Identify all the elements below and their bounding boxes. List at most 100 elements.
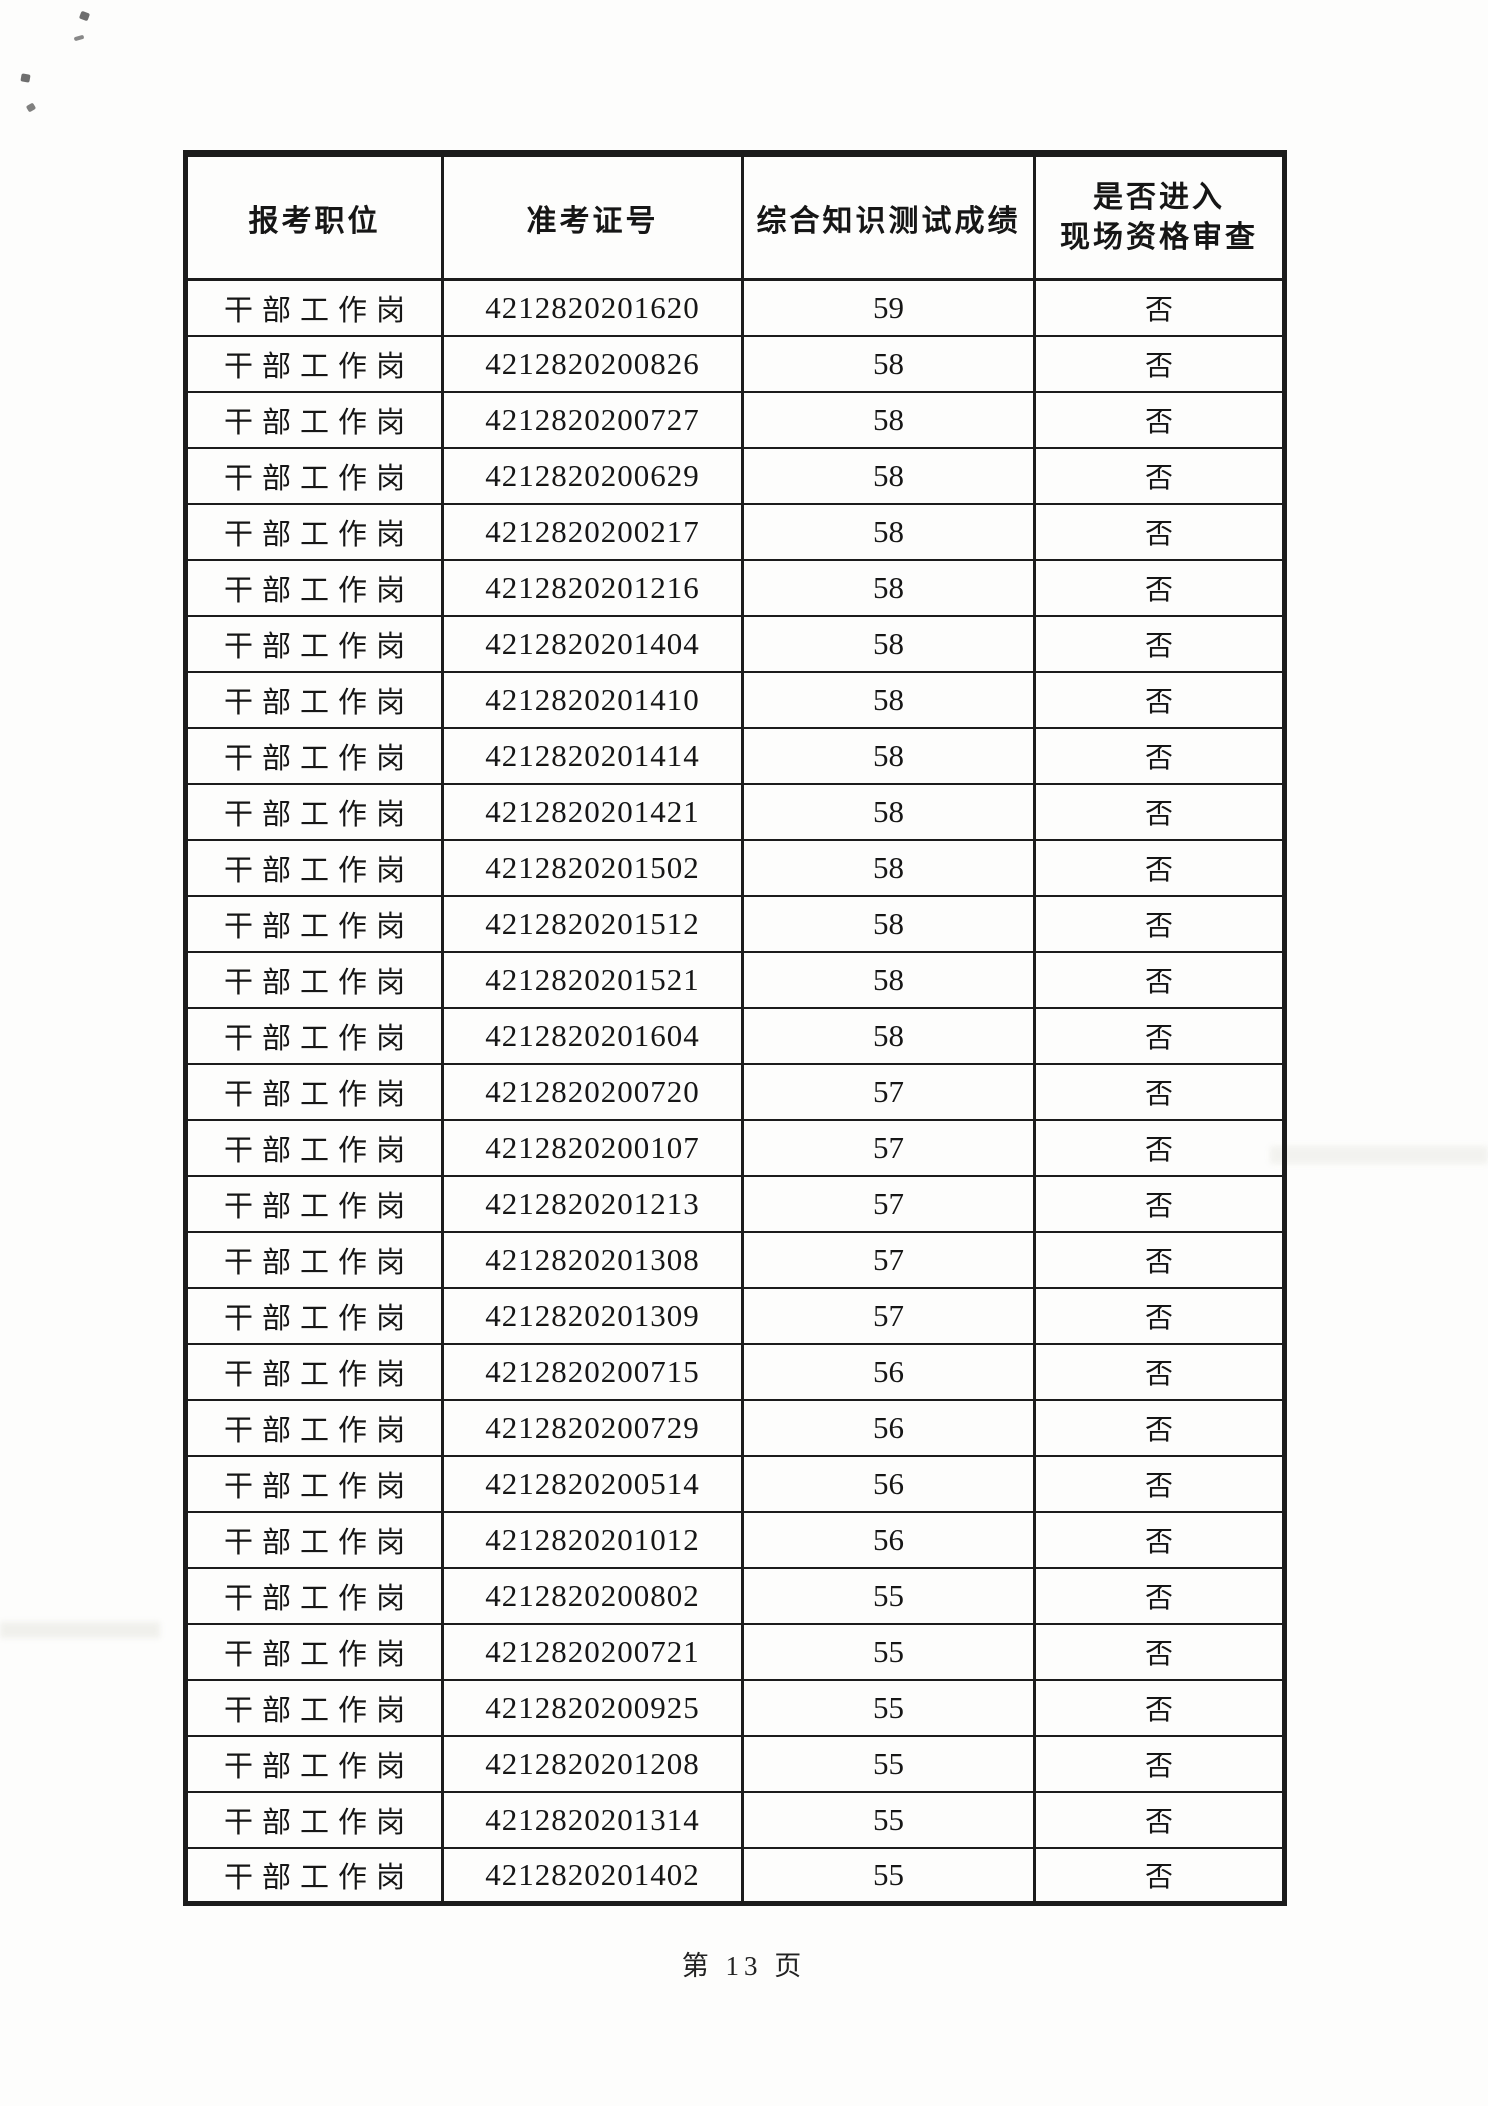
position-cell: 干部工作岗 [184, 1846, 444, 1905]
ticket-number-cell: 4212820200721 [441, 1622, 744, 1681]
table-row: 干部工作岗 4212820200629 58 否 [184, 446, 1286, 505]
position-cell: 干部工作岗 [184, 1566, 444, 1625]
position-cell: 干部工作岗 [184, 838, 444, 897]
scan-speck [20, 73, 31, 83]
table-header-row: 报考职位 准考证号 综合知识测试成绩 是否进入 现场资格审查 [184, 152, 1286, 281]
score-cell: 56 [741, 1454, 1036, 1513]
header-position: 报考职位 [184, 152, 444, 281]
score-cell: 58 [741, 558, 1036, 617]
ticket-number-cell: 4212820200715 [441, 1342, 744, 1401]
exam-score-table: 报考职位 准考证号 综合知识测试成绩 是否进入 现场资格审查 干部工作岗 421… [183, 150, 1287, 1906]
ticket-number-cell: 4212820200802 [441, 1566, 744, 1625]
position-cell: 干部工作岗 [184, 782, 444, 841]
review-cell: 否 [1033, 1174, 1286, 1233]
table-row: 干部工作岗 4212820201309 57 否 [184, 1286, 1286, 1345]
table-row: 干部工作岗 4212820200826 58 否 [184, 334, 1286, 393]
score-cell: 58 [741, 502, 1036, 561]
score-cell: 56 [741, 1398, 1036, 1457]
review-cell: 否 [1033, 1342, 1286, 1401]
score-cell: 56 [741, 1342, 1036, 1401]
ticket-number-cell: 4212820201604 [441, 1006, 744, 1065]
ticket-number-cell: 4212820201521 [441, 950, 744, 1009]
ticket-number-cell: 4212820200727 [441, 390, 744, 449]
review-cell: 否 [1033, 1398, 1286, 1457]
position-cell: 干部工作岗 [184, 1454, 444, 1513]
position-cell: 干部工作岗 [184, 1230, 444, 1289]
score-cell: 58 [741, 726, 1036, 785]
review-cell: 否 [1033, 670, 1286, 729]
score-cell: 58 [741, 670, 1036, 729]
table-row: 干部工作岗 4212820201604 58 否 [184, 1006, 1286, 1065]
score-cell: 55 [741, 1678, 1036, 1737]
ticket-number-cell: 4212820201216 [441, 558, 744, 617]
position-cell: 干部工作岗 [184, 1174, 444, 1233]
scan-artifact [1270, 1146, 1488, 1164]
position-cell: 干部工作岗 [184, 446, 444, 505]
score-cell: 55 [741, 1790, 1036, 1849]
table-row: 干部工作岗 4212820201308 57 否 [184, 1230, 1286, 1289]
table-body: 干部工作岗 4212820201620 59 否 干部工作岗 421282020… [184, 278, 1286, 1905]
score-cell: 56 [741, 1510, 1036, 1569]
ticket-number-cell: 4212820201620 [441, 278, 744, 337]
review-cell: 否 [1033, 1006, 1286, 1065]
ticket-number-cell: 4212820201402 [441, 1846, 744, 1905]
table-row: 干部工作岗 4212820200802 55 否 [184, 1566, 1286, 1625]
review-cell: 否 [1033, 1230, 1286, 1289]
score-cell: 58 [741, 950, 1036, 1009]
ticket-number-cell: 4212820201404 [441, 614, 744, 673]
position-cell: 干部工作岗 [184, 950, 444, 1009]
header-review-line1: 是否进入 [1093, 180, 1225, 214]
table-row: 干部工作岗 4212820200727 58 否 [184, 390, 1286, 449]
position-cell: 干部工作岗 [184, 1062, 444, 1121]
score-cell: 55 [741, 1734, 1036, 1793]
score-cell: 57 [741, 1062, 1036, 1121]
ticket-number-cell: 4212820201512 [441, 894, 744, 953]
position-cell: 干部工作岗 [184, 1510, 444, 1569]
position-cell: 干部工作岗 [184, 670, 444, 729]
score-cell: 58 [741, 1006, 1036, 1065]
position-cell: 干部工作岗 [184, 1734, 444, 1793]
position-cell: 干部工作岗 [184, 278, 444, 337]
review-cell: 否 [1033, 1062, 1286, 1121]
position-cell: 干部工作岗 [184, 726, 444, 785]
ticket-number-cell: 4212820201414 [441, 726, 744, 785]
review-cell: 否 [1033, 1734, 1286, 1793]
score-cell: 59 [741, 278, 1036, 337]
table-row: 干部工作岗 4212820200721 55 否 [184, 1622, 1286, 1681]
scan-speck [73, 34, 85, 42]
review-cell: 否 [1033, 1510, 1286, 1569]
score-cell: 55 [741, 1622, 1036, 1681]
review-cell: 否 [1033, 838, 1286, 897]
table-row: 干部工作岗 4212820201414 58 否 [184, 726, 1286, 785]
ticket-number-cell: 4212820201410 [441, 670, 744, 729]
position-cell: 干部工作岗 [184, 614, 444, 673]
score-cell: 55 [741, 1846, 1036, 1905]
review-cell: 否 [1033, 894, 1286, 953]
table-row: 干部工作岗 4212820200729 56 否 [184, 1398, 1286, 1457]
review-cell: 否 [1033, 1566, 1286, 1625]
scan-speck [25, 102, 37, 113]
header-review-line2: 现场资格审查 [1060, 220, 1258, 254]
position-cell: 干部工作岗 [184, 390, 444, 449]
review-cell: 否 [1033, 1622, 1286, 1681]
ticket-number-cell: 4212820200629 [441, 446, 744, 505]
table-row: 干部工作岗 4212820200217 58 否 [184, 502, 1286, 561]
ticket-number-cell: 4212820201502 [441, 838, 744, 897]
review-cell: 否 [1033, 1118, 1286, 1177]
table-row: 干部工作岗 4212820200720 57 否 [184, 1062, 1286, 1121]
table-row: 干部工作岗 4212820201521 58 否 [184, 950, 1286, 1009]
review-cell: 否 [1033, 334, 1286, 393]
score-cell: 58 [741, 334, 1036, 393]
review-cell: 否 [1033, 502, 1286, 561]
score-cell: 57 [741, 1286, 1036, 1345]
review-cell: 否 [1033, 950, 1286, 1009]
review-cell: 否 [1033, 614, 1286, 673]
score-cell: 55 [741, 1566, 1036, 1625]
table-row: 干部工作岗 4212820201012 56 否 [184, 1510, 1286, 1569]
table-row: 干部工作岗 4212820201213 57 否 [184, 1174, 1286, 1233]
review-cell: 否 [1033, 726, 1286, 785]
table-row: 干部工作岗 4212820201502 58 否 [184, 838, 1286, 897]
table-row: 干部工作岗 4212820201410 58 否 [184, 670, 1286, 729]
review-cell: 否 [1033, 390, 1286, 449]
ticket-number-cell: 4212820201421 [441, 782, 744, 841]
